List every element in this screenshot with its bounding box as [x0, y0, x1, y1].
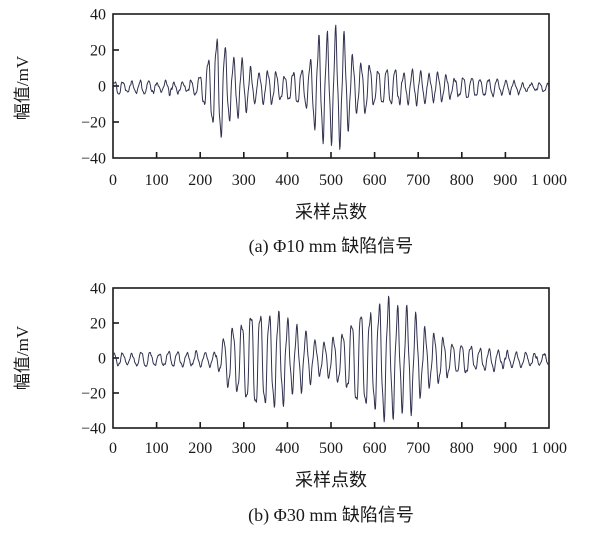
- x-tick-label: 900: [493, 172, 517, 189]
- x-tick-label: 0: [109, 172, 117, 189]
- x-tick-label: 400: [275, 172, 299, 189]
- x-tick-label: 200: [188, 440, 212, 457]
- x-tick-label: 1 000: [531, 172, 567, 189]
- x-tick-label: 500: [319, 172, 343, 189]
- y-tick-label: −20: [81, 386, 106, 403]
- x-axis-label-b: 采样点数: [295, 470, 367, 490]
- x-tick-label: 0: [109, 440, 117, 457]
- x-tick-label: 600: [363, 172, 387, 189]
- x-axis-label-a: 采样点数: [295, 202, 367, 222]
- y-tick-label: 40: [90, 7, 106, 24]
- x-tick-label: 100: [145, 172, 169, 189]
- signal-trace: [112, 24, 550, 150]
- y-tick-label: −40: [81, 151, 106, 168]
- y-tick-label: 0: [98, 79, 106, 96]
- x-tick-label: 700: [406, 440, 430, 457]
- y-tick-label: 40: [90, 281, 106, 298]
- waveform-chart-b: 幅值/mV 0 100 200 300 400 500 600 700 800 900 1 0004…: [13, 281, 567, 458]
- y-tick-label: −40: [81, 421, 106, 438]
- x-tick-label: 100: [145, 440, 169, 457]
- x-tick-label: 900: [493, 440, 517, 457]
- caption-b: (b) Φ30 mm 缺陷信号: [248, 505, 414, 525]
- x-tick-label: 400: [275, 440, 299, 457]
- y-tick-label: 20: [90, 316, 106, 333]
- caption-a: (a) Φ10 mm 缺陷信号: [248, 236, 414, 256]
- x-tick-label: 500: [319, 440, 343, 457]
- waveform-chart-a: 幅值/mV 0 100 200 300 400 500 600 700 800 900 1 0004…: [13, 7, 567, 190]
- y-tick-label: 20: [90, 43, 106, 60]
- x-tick-label: 800: [450, 172, 474, 189]
- x-tick-label: 200: [188, 172, 212, 189]
- x-tick-label: 800: [450, 440, 474, 457]
- y-tick-label: 0: [98, 351, 106, 368]
- x-tick-label: 1 000: [531, 440, 567, 457]
- x-tick-label: 300: [232, 172, 256, 189]
- y-axis-label-b: 幅值/mV: [13, 325, 32, 390]
- x-tick-label: 300: [232, 440, 256, 457]
- y-axis-label-a: 幅值/mV: [13, 55, 32, 120]
- x-tick-label: 600: [363, 440, 387, 457]
- y-tick-label: −20: [81, 115, 106, 132]
- signal-trace: [112, 295, 550, 423]
- x-tick-label: 700: [406, 172, 430, 189]
